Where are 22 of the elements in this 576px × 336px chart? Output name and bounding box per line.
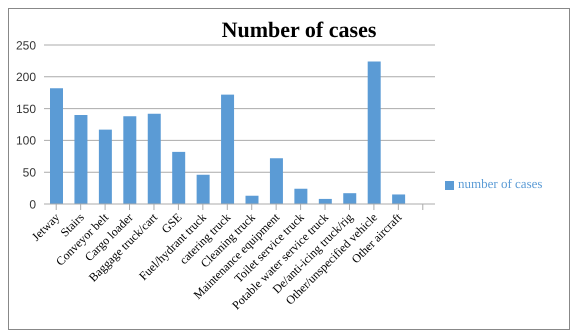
bar <box>368 62 381 204</box>
bar <box>196 174 210 204</box>
bar <box>148 114 161 204</box>
y-tick-label: 0 <box>29 197 36 212</box>
bar <box>221 94 234 204</box>
bar <box>74 114 88 204</box>
y-tick-label: 200 <box>16 70 36 84</box>
y-tick-label: 250 <box>16 38 36 52</box>
bar <box>123 116 136 204</box>
y-tick-label: 50 <box>22 165 36 180</box>
chart-title: Number of cases <box>222 17 376 42</box>
legend-label: number of cases <box>458 176 542 191</box>
bar <box>392 194 406 204</box>
bar <box>343 193 356 204</box>
bar <box>50 88 63 204</box>
y-tick-label: 150 <box>16 102 36 116</box>
bar <box>246 196 258 204</box>
bar <box>172 152 186 204</box>
bar <box>98 130 112 204</box>
bar <box>270 158 283 204</box>
y-tick-label: 100 <box>16 134 36 148</box>
bar <box>294 188 308 204</box>
